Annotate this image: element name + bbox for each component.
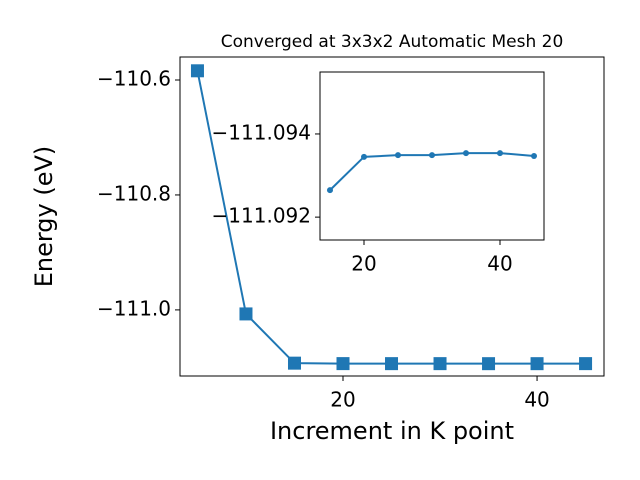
y-tick-label: −110.6: [97, 66, 171, 90]
x-tick-label: 40: [487, 252, 512, 276]
marker: [531, 153, 538, 159]
x-tick-label: 40: [524, 388, 549, 412]
marker: [530, 357, 544, 371]
marker: [433, 357, 447, 371]
marker: [336, 357, 350, 371]
y-axis-label: Energy (eV): [30, 146, 58, 288]
marker: [429, 152, 435, 159]
marker: [360, 153, 367, 160]
marker: [326, 187, 333, 194]
marker: [497, 150, 504, 157]
x-tick-label: 20: [351, 252, 376, 276]
y-tick-label: −111.0: [97, 296, 171, 320]
y-tick-label: −110.8: [97, 181, 171, 205]
x-axis-label: Increment in K point: [270, 417, 514, 445]
marker: [190, 64, 204, 78]
chart-title: Converged at 3x3x2 Automatic Mesh 20: [221, 32, 564, 52]
y-tick-label: −111.094: [212, 120, 311, 144]
marker: [394, 152, 401, 159]
marker: [579, 357, 593, 371]
marker: [385, 357, 399, 371]
marker: [482, 357, 496, 371]
marker: [239, 307, 253, 321]
marker: [287, 356, 301, 370]
y-tick-label: −111.092: [212, 204, 311, 228]
marker: [463, 150, 470, 157]
x-tick-label: 20: [330, 388, 355, 412]
